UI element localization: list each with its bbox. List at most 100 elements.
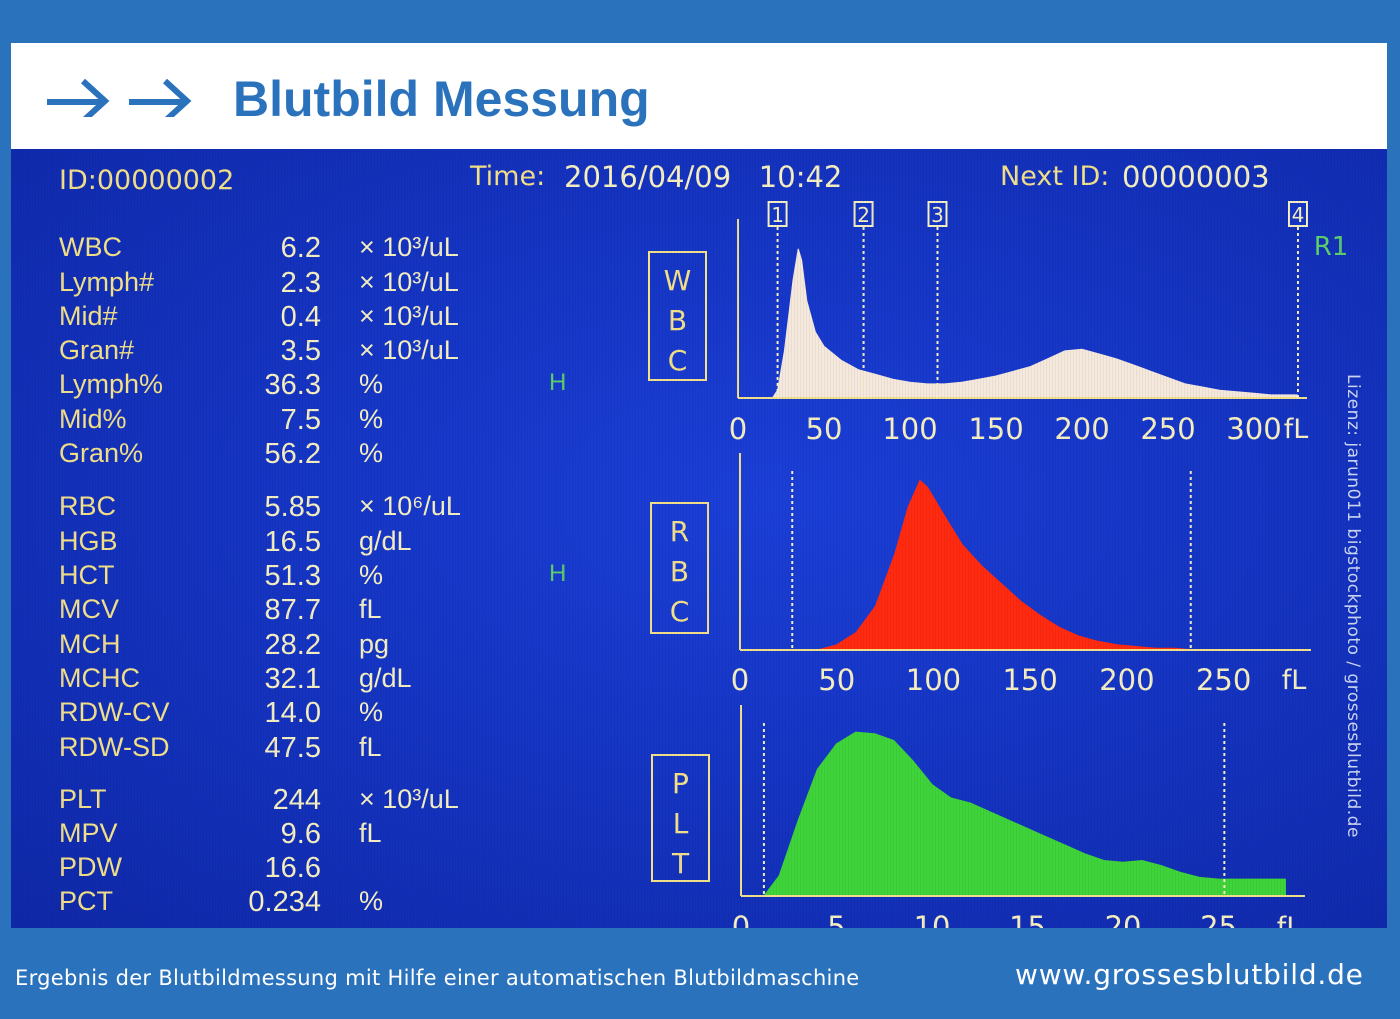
x-tick-label: 20: [1105, 910, 1142, 928]
parameter-unit: %: [359, 560, 384, 590]
histogram-label-letter: C: [668, 344, 688, 377]
parameter-value: 6.2: [280, 232, 321, 264]
parameter-value: 16.5: [264, 526, 321, 558]
x-tick-label: 50: [818, 663, 855, 697]
parameter-row: MCV 87.7 fL: [11, 594, 611, 628]
parameter-name: Lymph#: [59, 267, 155, 297]
sample-id: ID:00000002: [59, 165, 235, 196]
parameter-row: MPV 9.6 fL: [11, 818, 611, 852]
time-value: 2016/04/09 10:42: [564, 160, 843, 194]
histogram-label-letter: T: [671, 847, 690, 880]
parameter-name: HGB: [59, 526, 118, 556]
x-tick-label: 50: [806, 412, 843, 446]
parameter-name: MCH: [59, 629, 121, 659]
parameter-row: WBC 6.2 × 10³/uL: [11, 232, 611, 266]
parameter-name: MCHC: [59, 663, 140, 693]
x-tick-label: 150: [968, 412, 1023, 446]
parameter-value: 5.85: [264, 491, 321, 523]
parameter-unit: %: [359, 697, 384, 727]
parameter-row: RDW-CV 14.0%: [11, 697, 611, 731]
parameter-row: Lymph# 2.3 × 10³/uL: [11, 267, 611, 301]
parameter-name: MPV: [59, 818, 118, 848]
parameter-row: RDW-SD 47.5 fL: [11, 732, 611, 766]
arrow-right-icon: [47, 78, 192, 117]
parameter-unit: g/dL: [359, 663, 412, 693]
parameter-value: 16.6: [264, 852, 321, 884]
parameter-row: Mid% 7.5%: [11, 404, 611, 438]
histogram-label-letter: L: [673, 807, 689, 840]
parameter-name: RBC: [59, 491, 117, 521]
parameter-unit: × 10³/uL: [359, 232, 459, 262]
parameter-name: PLT: [59, 784, 107, 814]
x-tick-label: 200: [1099, 663, 1154, 697]
parameter-value: 0.4: [280, 301, 321, 333]
histogram-label-letter: W: [664, 264, 692, 297]
marker-label: 2: [857, 203, 870, 227]
marker-label: 1: [771, 203, 784, 227]
license-text: Lizenz: jarun011 bigstockphoto / grosses…: [1343, 374, 1363, 838]
marker-box: [1288, 201, 1308, 227]
x-tick-label: 5: [827, 910, 845, 928]
header-banner: Blutbild Messung: [11, 43, 1387, 149]
parameter-value: 32.1: [264, 663, 321, 695]
parameter-name: Mid%: [59, 404, 127, 434]
parameter-row: PLT 244 × 10³/uL: [11, 784, 611, 818]
x-tick-label: 10: [914, 910, 951, 928]
parameter-unit: %: [359, 886, 384, 916]
x-axis-label: fL: [1284, 414, 1309, 445]
parameter-unit: fL: [359, 594, 382, 624]
footer-website[interactable]: www.grossesblutbild.de: [1015, 958, 1364, 991]
parameter-name: Mid#: [59, 301, 118, 331]
x-tick-label: 300: [1226, 412, 1281, 446]
histogram-label-letter: C: [670, 595, 690, 628]
parameter-row: Gran% 56.2%: [11, 438, 611, 472]
parameter-row: HCT 51.3% H: [11, 560, 611, 594]
parameter-name: Gran#: [59, 335, 135, 365]
marker-label: 3: [931, 203, 944, 227]
parameter-name: MCV: [59, 594, 119, 624]
parameter-unit: × 10³/uL: [359, 784, 459, 814]
analyzer-screen: ID:00000002 Time: 2016/04/09 10:42 Next …: [11, 149, 1387, 928]
parameter-name: RDW-CV: [59, 697, 170, 727]
wbc-label-box: [648, 251, 707, 381]
histogram-label-letter: R: [670, 515, 689, 548]
parameter-unit: pg: [359, 629, 390, 659]
next-id-label: Next ID:: [1000, 161, 1110, 192]
parameter-unit: fL: [359, 732, 382, 762]
marker-box: [927, 201, 948, 227]
histogram-label-letter: B: [670, 555, 689, 588]
parameter-row: Gran# 3.5 × 10³/uL: [11, 335, 611, 369]
x-tick-label: 200: [1054, 412, 1109, 446]
page-title: Blutbild Messung: [233, 71, 650, 127]
parameter-value: 56.2: [264, 438, 321, 470]
parameter-unit: × 10³/uL: [359, 335, 459, 365]
parameter-name: WBC: [59, 232, 122, 262]
marker-box: [767, 201, 788, 227]
histogram-label-letter: P: [672, 767, 689, 800]
x-tick-label: 250: [1196, 663, 1251, 697]
parameter-unit: %: [359, 404, 384, 434]
parameter-unit: × 10⁶/uL: [359, 491, 461, 521]
x-tick-label: 250: [1140, 412, 1195, 446]
parameter-name: PDW: [59, 852, 122, 882]
x-tick-label: 100: [906, 663, 961, 697]
parameter-row: PDW 16.6: [11, 852, 611, 886]
wbc-distribution-area: [738, 248, 1298, 399]
parameter-name: RDW-SD: [59, 732, 170, 762]
x-tick-label: 15: [1009, 910, 1046, 928]
parameter-unit: g/dL: [359, 526, 412, 556]
parameter-value: 14.0: [264, 697, 321, 729]
parameter-unit: × 10³/uL: [359, 267, 459, 297]
parameter-row: HGB 16.5 g/dL: [11, 526, 611, 560]
rbc-histogram: RBC 0 50 100 150 200 250 fL: [650, 453, 1311, 697]
parameter-name: Lymph%: [59, 369, 164, 399]
x-tick-label: 0: [732, 910, 750, 928]
x-axis-label: fL: [1282, 665, 1307, 696]
parameter-value: 9.6: [280, 818, 321, 850]
time-label: Time:: [470, 161, 546, 192]
parameter-row: MCHC 32.1 g/dL: [11, 663, 611, 697]
parameter-row: Mid# 0.4 × 10³/uL: [11, 301, 611, 335]
parameter-unit: %: [359, 438, 384, 468]
histogram-label-letter: B: [668, 304, 687, 337]
